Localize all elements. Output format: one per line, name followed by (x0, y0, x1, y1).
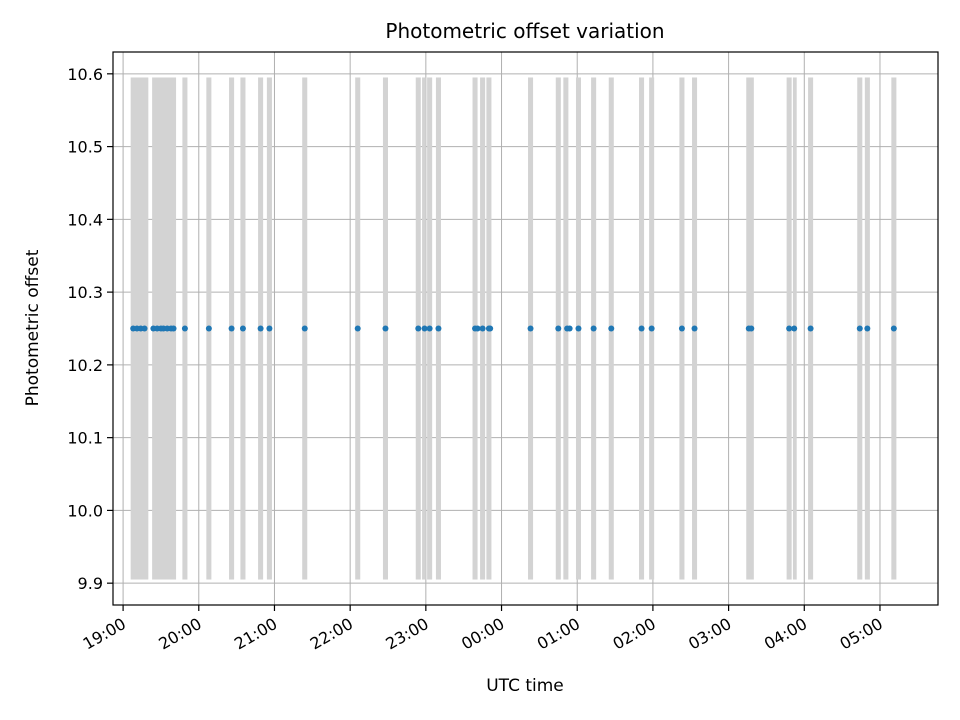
plot-area (112, 51, 939, 606)
data-point (575, 325, 582, 332)
data-point (856, 325, 863, 332)
data-point (487, 325, 494, 332)
data-point (786, 325, 793, 332)
y-axis-label: Photometric offset (23, 249, 43, 406)
data-point (181, 325, 188, 332)
plot-background (113, 52, 938, 605)
y-tick-label: 10.3 (67, 283, 103, 302)
data-point (228, 325, 235, 332)
data-point (426, 325, 433, 332)
data-point (141, 325, 148, 332)
data-point (678, 325, 685, 332)
data-point (791, 325, 798, 332)
data-point (474, 325, 481, 332)
data-point (170, 325, 177, 332)
data-point (590, 325, 597, 332)
data-point (807, 325, 814, 332)
y-tick-label: 10.1 (67, 429, 103, 448)
data-points (130, 325, 897, 332)
y-tick-label: 10.6 (67, 65, 103, 84)
data-point (566, 325, 573, 332)
data-point (890, 325, 897, 332)
data-point (864, 325, 871, 332)
data-point (421, 325, 428, 332)
y-tick-label: 10.2 (67, 356, 103, 375)
data-point (527, 325, 534, 332)
x-axis-label: UTC time (486, 676, 564, 696)
data-point (435, 325, 442, 332)
data-point (638, 325, 645, 332)
data-point (479, 325, 486, 332)
y-tick-label: 10.4 (67, 210, 103, 229)
y-tick-label: 9.9 (78, 574, 103, 593)
data-point (415, 325, 422, 332)
data-point (648, 325, 655, 332)
data-point (257, 325, 264, 332)
data-point (382, 325, 389, 332)
data-point (266, 325, 273, 332)
data-point (555, 325, 562, 332)
data-point (608, 325, 615, 332)
data-point (301, 325, 308, 332)
y-tick-label: 10.5 (67, 138, 103, 157)
y-axis-ticks: 9.9 10.0 10.1 10.2 10.3 10.4 10.5 10.6 (67, 65, 113, 593)
data-point (354, 325, 361, 332)
data-point (205, 325, 212, 332)
data-point (239, 325, 246, 332)
y-tick-label: 10.0 (67, 501, 103, 520)
chart-title: Photometric offset variation (385, 19, 664, 43)
data-point (691, 325, 698, 332)
data-point (748, 325, 755, 332)
plot-frame (112, 51, 939, 606)
